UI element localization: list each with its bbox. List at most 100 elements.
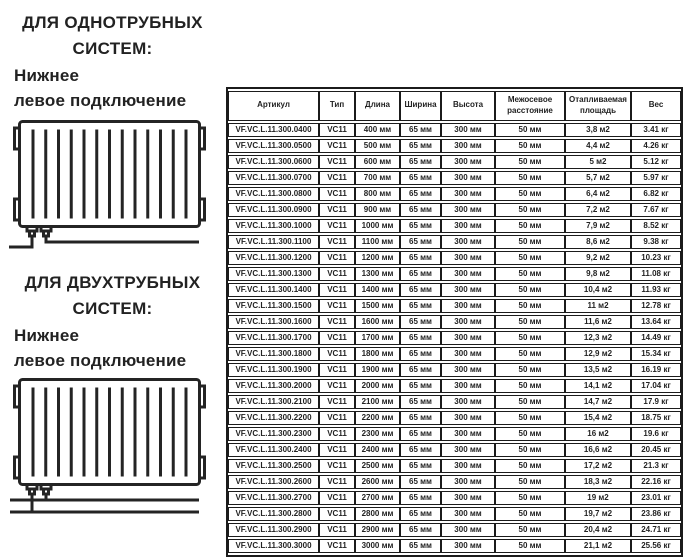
table-cell: 17,2 м2 <box>565 458 631 473</box>
table-cell: VF.VC.L.11.300.2200 <box>228 410 319 425</box>
radiator-fins <box>31 129 188 219</box>
table-row: VF.VC.L.11.300.1500 VC11 1500 мм 65 мм 300 м… <box>228 298 681 313</box>
table-cell: 65 мм <box>400 394 441 409</box>
table-row: VF.VC.L.11.300.2800 VC11 2800 мм 65 мм 300 м… <box>228 506 681 521</box>
table-cell: 50 мм <box>495 218 565 233</box>
table-cell: VC11 <box>319 330 355 345</box>
table-cell: 50 мм <box>495 410 565 425</box>
table-cell: 21.3 кг <box>631 458 681 473</box>
table-cell: 300 мм <box>441 410 495 425</box>
table-cell: 19.6 кг <box>631 426 681 441</box>
table-cell: 600 мм <box>355 154 400 169</box>
column-header: Тип <box>319 91 355 121</box>
table-row: VF.VC.L.11.300.2600 VC11 2600 мм 65 мм 300 м… <box>228 474 681 489</box>
table-cell: 50 мм <box>495 346 565 361</box>
table-cell: 65 мм <box>400 218 441 233</box>
table-cell: 65 мм <box>400 250 441 265</box>
table-cell: 16.19 кг <box>631 362 681 377</box>
table-cell: 300 мм <box>441 506 495 521</box>
pipe-in <box>9 237 34 249</box>
table-cell: 300 мм <box>441 170 495 185</box>
table-cell: 9,8 м2 <box>565 266 631 281</box>
table-cell: 300 мм <box>441 314 495 329</box>
table-row: VF.VC.L.11.300.1600 VC11 1600 мм 65 мм 300 м… <box>228 314 681 329</box>
table-cell: 65 мм <box>400 362 441 377</box>
table-cell: 1800 мм <box>355 346 400 361</box>
table-cell: VC11 <box>319 250 355 265</box>
table-cell: 2600 мм <box>355 474 400 489</box>
table-cell: 65 мм <box>400 330 441 345</box>
table-cell: 300 мм <box>441 538 495 553</box>
table-cell: 65 мм <box>400 442 441 457</box>
table-cell: 65 мм <box>400 122 441 137</box>
table-cell: 500 мм <box>355 138 400 153</box>
table-cell: 16,6 м2 <box>565 442 631 457</box>
table-cell: 65 мм <box>400 378 441 393</box>
table-cell: 50 мм <box>495 138 565 153</box>
table-cell: 1300 мм <box>355 266 400 281</box>
connection-label-two-pipe: Нижнее левое подключение <box>14 326 187 370</box>
table-cell: 12,9 м2 <box>565 346 631 361</box>
table-cell: 300 мм <box>441 378 495 393</box>
table-cell: 14.49 кг <box>631 330 681 345</box>
table-row: VF.VC.L.11.300.2700 VC11 2700 мм 65 мм 300 м… <box>228 490 681 505</box>
table-cell: 50 мм <box>495 186 565 201</box>
table-cell: VF.VC.L.11.300.1200 <box>228 250 319 265</box>
table-cell: 11.08 кг <box>631 266 681 281</box>
section-title-two-pipe: ДЛЯ ДВУХТРУБНЫХ СИСТЕМ: <box>24 273 201 319</box>
table-cell: 11,6 м2 <box>565 314 631 329</box>
table-cell: 2400 мм <box>355 442 400 457</box>
table-cell: VC11 <box>319 410 355 425</box>
table-cell: VF.VC.L.11.300.2100 <box>228 394 319 409</box>
table-cell: 24.71 кг <box>631 522 681 537</box>
table-cell: 50 мм <box>495 250 565 265</box>
table-cell: 300 мм <box>441 266 495 281</box>
connection-label-single-pipe: Нижнее левое подключение <box>14 66 187 110</box>
table-cell: VF.VC.L.11.300.0700 <box>228 170 319 185</box>
table-cell: 20,4 м2 <box>565 522 631 537</box>
table-cell: VC11 <box>319 282 355 297</box>
table-cell: VC11 <box>319 522 355 537</box>
column-header: Длина <box>355 91 400 121</box>
table-cell: VC11 <box>319 234 355 249</box>
table-row: VF.VC.L.11.300.1300 VC11 1300 мм 65 мм 300 м… <box>228 266 681 281</box>
table-cell: 4.26 кг <box>631 138 681 153</box>
table-cell: 19 м2 <box>565 490 631 505</box>
table-cell: VF.VC.L.11.300.2400 <box>228 442 319 457</box>
table-cell: 400 мм <box>355 122 400 137</box>
table-row: VF.VC.L.11.300.2500 VC11 2500 мм 65 мм 300 м… <box>228 458 681 473</box>
table-cell: VC11 <box>319 170 355 185</box>
table-cell: 300 мм <box>441 250 495 265</box>
table-cell: VF.VC.L.11.300.2000 <box>228 378 319 393</box>
table-cell: 900 мм <box>355 202 400 217</box>
table-cell: VC11 <box>319 474 355 489</box>
table-cell: 300 мм <box>441 282 495 297</box>
table-cell: 50 мм <box>495 122 565 137</box>
section-title-single-pipe: ДЛЯ ОДНОТРУБНЫХ СИСТЕМ: <box>22 13 203 59</box>
table-cell: VF.VC.L.11.300.2700 <box>228 490 319 505</box>
table-cell: VC11 <box>319 506 355 521</box>
table-row: VF.VC.L.11.300.3000 VC11 3000 мм 65 мм 300 м… <box>228 538 681 553</box>
table-cell: 65 мм <box>400 490 441 505</box>
pipe-out <box>44 237 199 244</box>
table-cell: 25.56 кг <box>631 538 681 553</box>
table-cell: 8.52 кг <box>631 218 681 233</box>
table-cell: 23.86 кг <box>631 506 681 521</box>
table-cell: 18,3 м2 <box>565 474 631 489</box>
table-cell: 1700 мм <box>355 330 400 345</box>
table-cell: 300 мм <box>441 394 495 409</box>
table-cell: 3.41 кг <box>631 122 681 137</box>
table-cell: VC11 <box>319 458 355 473</box>
table-cell: 300 мм <box>441 234 495 249</box>
column-header: Вес <box>631 91 681 121</box>
table-cell: VC11 <box>319 490 355 505</box>
table-row: VF.VC.L.11.300.1200 VC11 1200 мм 65 мм 300 м… <box>228 250 681 265</box>
table-cell: 65 мм <box>400 474 441 489</box>
table-cell: 10.23 кг <box>631 250 681 265</box>
table-cell: 50 мм <box>495 298 565 313</box>
table-row: VF.VC.L.11.300.0900 VC11 900 мм 65 мм 300 мм… <box>228 202 681 217</box>
table-row: VF.VC.L.11.300.0700 VC11 700 мм 65 мм 300 мм… <box>228 170 681 185</box>
table-row: VF.VC.L.11.300.2000 VC11 2000 мм 65 мм 300 м… <box>228 378 681 393</box>
table-cell: 65 мм <box>400 506 441 521</box>
table-cell: VF.VC.L.11.300.0600 <box>228 154 319 169</box>
